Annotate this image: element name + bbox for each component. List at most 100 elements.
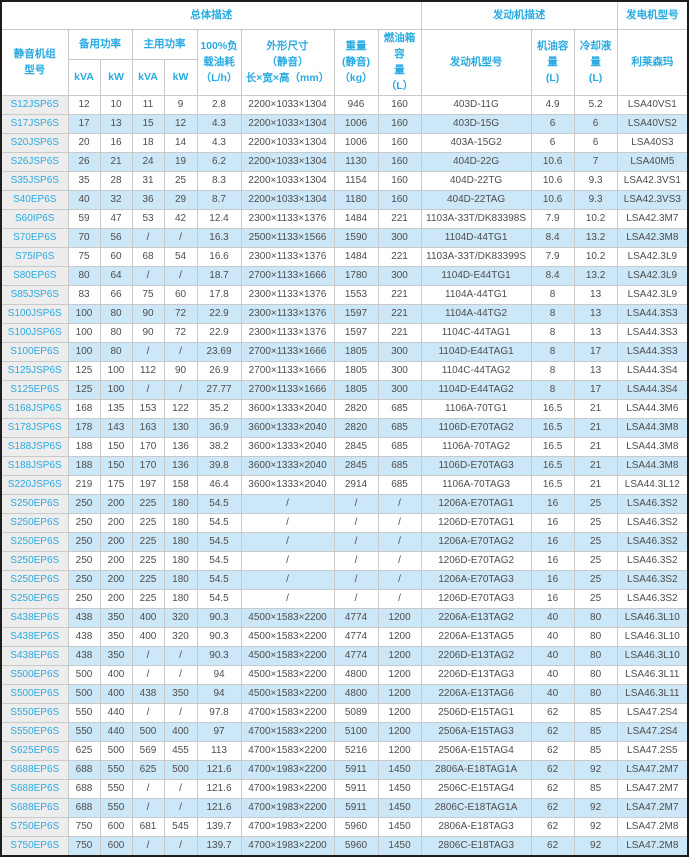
cell-standby-kva: 75 <box>67 246 101 267</box>
unit-model-link[interactable]: S60IP6S <box>0 208 69 229</box>
cell-engine-model: 1104D-E44TG1 <box>420 265 532 286</box>
unit-model-link[interactable]: S188JSP6S <box>0 455 69 476</box>
cell-dimensions: 4700×1583×2200 <box>240 740 335 761</box>
cell-weight: 5911 <box>333 759 379 780</box>
cell-prime-kva: / <box>131 645 165 666</box>
cell-fuel-consumption: 94 <box>196 664 242 685</box>
unit-model-link[interactable]: S188JSP6S <box>0 436 69 457</box>
cell-weight: 1484 <box>333 208 379 229</box>
cell-engine-model: 1104A-44TG1 <box>420 284 532 305</box>
cell-prime-kva: 90 <box>131 303 165 324</box>
cell-standby-kva: 750 <box>67 816 101 837</box>
cell-dimensions: 2200×1033×1304 <box>240 189 335 210</box>
header-dimensions: 外形尺寸 （静音） 长×宽×高（mm） <box>240 28 335 96</box>
table-row: S188JSP6S 188 150 170 136 39.8 3600×1333×2040 2… <box>0 455 689 476</box>
unit-model-link[interactable]: S125JSP6S <box>0 360 69 381</box>
cell-fuel-tank: 1450 <box>377 816 422 837</box>
unit-model-link[interactable]: S12JSP6S <box>0 94 69 115</box>
unit-model-link[interactable]: S178JSP6S <box>0 417 69 438</box>
cell-oil-capacity: 6 <box>530 113 575 134</box>
cell-alternator: LSA46.3S2 <box>616 493 689 514</box>
table-row: S12JSP6S 12 10 11 9 2.8 2200×1033×1304 946 160 40… <box>0 94 689 115</box>
unit-model-link[interactable]: S250EP6S <box>0 588 69 609</box>
cell-prime-kva: 225 <box>131 531 165 552</box>
unit-model-link[interactable]: S438EP6S <box>0 607 69 628</box>
unit-model-link[interactable]: S100JSP6S <box>0 303 69 324</box>
unit-model-link[interactable]: S688EP6S <box>0 778 69 799</box>
cell-prime-kva: 15 <box>131 113 165 134</box>
unit-model-link[interactable]: S40EP6S <box>0 189 69 210</box>
cell-coolant-capacity: 17 <box>573 379 618 400</box>
cell-standby-kw: 13 <box>99 113 133 134</box>
cell-prime-kw: 60 <box>163 284 198 305</box>
unit-model-link[interactable]: S625EP6S <box>0 740 69 761</box>
cell-dimensions: 2700×1133×1666 <box>240 265 335 286</box>
cell-engine-model: 1106A-70TAG3 <box>420 474 532 495</box>
cell-weight: 5960 <box>333 816 379 837</box>
unit-model-link[interactable]: S250EP6S <box>0 512 69 533</box>
unit-model-link[interactable]: S550EP6S <box>0 702 69 723</box>
unit-model-link[interactable]: S100JSP6S <box>0 322 69 343</box>
unit-model-link[interactable]: S220JSP6S <box>0 474 69 495</box>
unit-model-link[interactable]: S17JSP6S <box>0 113 69 134</box>
unit-model-link[interactable]: S250EP6S <box>0 493 69 514</box>
cell-engine-model: 2206A-E13TAG6 <box>420 683 532 704</box>
cell-prime-kva: 170 <box>131 455 165 476</box>
cell-alternator: LSA46.3L10 <box>616 645 689 666</box>
unit-model-link[interactable]: S500EP6S <box>0 683 69 704</box>
unit-model-link[interactable]: S688EP6S <box>0 797 69 818</box>
cell-coolant-capacity: 92 <box>573 835 618 857</box>
unit-model-link[interactable]: S250EP6S <box>0 569 69 590</box>
cell-fuel-consumption: 22.9 <box>196 322 242 343</box>
unit-model-link[interactable]: S26JSP6S <box>0 151 69 172</box>
unit-model-link[interactable]: S750EP6S <box>0 816 69 837</box>
cell-fuel-tank: 1450 <box>377 797 422 818</box>
cell-coolant-capacity: 13 <box>573 284 618 305</box>
unit-model-link[interactable]: S168JSP6S <box>0 398 69 419</box>
cell-coolant-capacity: 85 <box>573 740 618 761</box>
unit-model-link[interactable]: S550EP6S <box>0 721 69 742</box>
unit-model-link[interactable]: S80EP6S <box>0 265 69 286</box>
cell-standby-kva: 250 <box>67 569 101 590</box>
cell-coolant-capacity: 80 <box>573 626 618 647</box>
unit-model-link[interactable]: S500EP6S <box>0 664 69 685</box>
cell-standby-kva: 250 <box>67 531 101 552</box>
unit-model-link[interactable]: S70EP6S <box>0 227 69 248</box>
cell-prime-kva: 31 <box>131 170 165 191</box>
cell-weight: 2845 <box>333 455 379 476</box>
cell-oil-capacity: 16 <box>530 550 575 571</box>
cell-oil-capacity: 40 <box>530 645 575 666</box>
cell-fuel-tank: 300 <box>377 379 422 400</box>
cell-alternator: LSA40M5 <box>616 151 689 172</box>
unit-model-link[interactable]: S85JSP6S <box>0 284 69 305</box>
cell-alternator: LSA47.2S4 <box>616 702 689 723</box>
unit-model-link[interactable]: S35JSP6S <box>0 170 69 191</box>
cell-oil-capacity: 16.5 <box>530 398 575 419</box>
unit-model-link[interactable]: S688EP6S <box>0 759 69 780</box>
cell-coolant-capacity: 21 <box>573 455 618 476</box>
unit-model-link[interactable]: S750EP6S <box>0 835 69 857</box>
unit-model-link[interactable]: S250EP6S <box>0 550 69 571</box>
cell-coolant-capacity: 25 <box>573 512 618 533</box>
cell-alternator: LSA44.3S3 <box>616 322 689 343</box>
unit-model-link[interactable]: S250EP6S <box>0 531 69 552</box>
cell-fuel-consumption: 8.7 <box>196 189 242 210</box>
unit-model-link[interactable]: S20JSP6S <box>0 132 69 153</box>
cell-standby-kw: 550 <box>99 759 133 780</box>
table-row: S500EP6S 500 400//94 4500×1583×2200 4800 1200… <box>0 664 689 685</box>
unit-model-link[interactable]: S75IP6S <box>0 246 69 267</box>
table-row: S250EP6S 250 200 225 180 54.5///1206A-E70TAG2… <box>0 531 689 552</box>
unit-model-link[interactable]: S438EP6S <box>0 626 69 647</box>
cell-prime-kva: 569 <box>131 740 165 761</box>
cell-dimensions: 4700×1983×2200 <box>240 759 335 780</box>
header-fuel-consumption: 100%负 载油耗 （L/h） <box>196 28 242 96</box>
unit-model-link[interactable]: S125EP6S <box>0 379 69 400</box>
unit-model-link[interactable]: S438EP6S <box>0 645 69 666</box>
cell-oil-capacity: 8 <box>530 360 575 381</box>
cell-alternator: LSA44.3S3 <box>616 341 689 362</box>
cell-dimensions: 2200×1033×1304 <box>240 132 335 153</box>
unit-model-link[interactable]: S100EP6S <box>0 341 69 362</box>
cell-weight: / <box>333 493 379 514</box>
table-row: S688EP6S 688 550//121.6 4700×1983×2200 5911 1… <box>0 778 689 799</box>
cell-weight: 2820 <box>333 417 379 438</box>
